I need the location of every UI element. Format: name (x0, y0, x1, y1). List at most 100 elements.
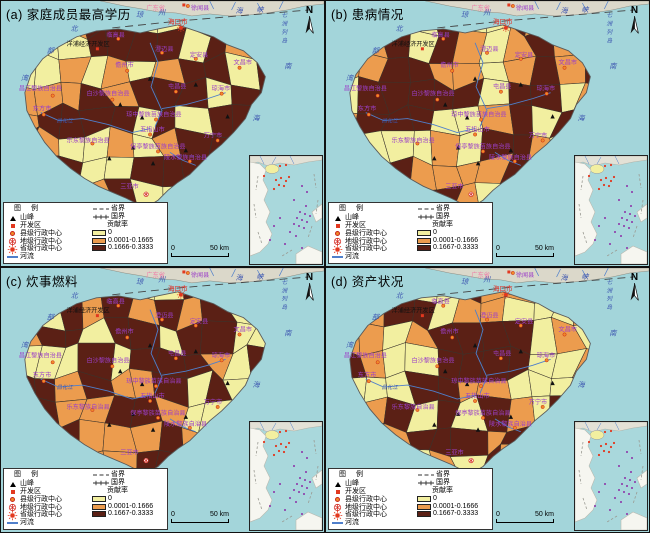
svg-text:部: 部 (372, 46, 381, 55)
svg-text:澄迈县: 澄迈县 (155, 45, 173, 53)
svg-text:湾: 湾 (346, 340, 355, 349)
svg-text:琼: 琼 (136, 277, 145, 286)
city-markers (41, 270, 242, 464)
svg-text:琼海市: 琼海市 (212, 351, 230, 359)
svg-text:临高县: 临高县 (431, 298, 449, 306)
legend-label: 地级行政中心 (345, 237, 387, 245)
scale-distance-label: 50 km (534, 245, 554, 252)
svg-text:琼中黎族苗族自治县: 琼中黎族苗族自治县 (126, 377, 181, 385)
svg-text:陵水黎族自治县: 陵水黎族自治县 (164, 420, 207, 428)
legend-item-province-boundary: 省界 (92, 205, 165, 213)
legend-class-2: 0.1667-0.3333 (92, 510, 165, 518)
svg-text:徐闻县: 徐闻县 (191, 4, 209, 12)
national-boundary-icon (417, 214, 434, 220)
legend-item-river: 河流 (7, 519, 92, 527)
province-boundary-icon (92, 208, 109, 210)
svg-text:琼海市: 琼海市 (212, 85, 230, 93)
legend-label: 县级行政中心 (20, 229, 62, 237)
svg-text:七: 七 (606, 279, 613, 286)
legend-label: 0.1667-0.3333 (108, 510, 154, 518)
legend-label: 0.1666-0.3333 (108, 244, 154, 252)
svg-text:五指山市: 五指山市 (140, 392, 165, 400)
scale-line (171, 253, 229, 257)
scale-distance-label: 50 km (534, 511, 554, 518)
legend-item-peak: 山峰 (332, 480, 417, 488)
mainland-strip (100, 268, 324, 284)
peak-icon (9, 215, 16, 221)
svg-text:洲: 洲 (281, 287, 288, 294)
svg-text:万宁市: 万宁市 (204, 131, 222, 139)
svg-text:广东省: 广东省 (146, 3, 166, 12)
scale-zero-label: 0 (171, 511, 175, 518)
legend-class-1: 0.0001-0.1666 (92, 503, 165, 511)
legend-item-river: 河流 (332, 519, 417, 527)
svg-text:列: 列 (281, 29, 288, 36)
svg-text:乐东黎族自治县: 乐东黎族自治县 (392, 136, 435, 144)
south-china-sea-inset-map (249, 155, 323, 265)
class2-swatch (417, 245, 431, 252)
legend-class-2: 0.1667-0.3333 (417, 510, 490, 518)
mainland-strip (425, 268, 649, 284)
legend-item-province-boundary: 省界 (417, 471, 490, 479)
svg-text:海: 海 (236, 6, 245, 15)
svg-text:白沙黎族自治县: 白沙黎族自治县 (86, 356, 129, 364)
svg-text:白沙黎族自治县: 白沙黎族自治县 (411, 90, 454, 98)
legend-label: 开发区 (20, 222, 41, 230)
svg-text:乐东黎族自治县: 乐东黎族自治县 (67, 136, 110, 144)
panel-title: (b) 患病情况 (331, 8, 404, 22)
svg-text:临高县: 临高县 (431, 31, 449, 39)
svg-text:七: 七 (281, 279, 288, 286)
svg-text:洲: 洲 (606, 287, 613, 294)
svg-text:湾: 湾 (21, 74, 30, 83)
legend-class-1: 0.0001-0.1665 (92, 237, 165, 245)
svg-text:定安县: 定安县 (515, 51, 533, 59)
svg-text:陵水黎族自治县: 陵水黎族自治县 (489, 153, 532, 161)
legend-item-peak: 山峰 (332, 214, 417, 222)
hainan-map-2: 广东省 徐闻县琼州海峡海口市临高县洋浦经济开发区澄迈县定安县文昌市儋州市屯昌县 琼海… (1, 268, 324, 532)
south-china-sea-inset-map (574, 421, 648, 531)
svg-text:岛: 岛 (606, 304, 612, 311)
svg-text:峡: 峡 (581, 5, 589, 14)
svg-text:琼中黎族苗族自治县: 琼中黎族苗族自治县 (126, 111, 181, 119)
svg-text:临高县: 临高县 (106, 298, 124, 306)
svg-text:定安县: 定安县 (515, 318, 533, 326)
scale-zero-label: 0 (171, 245, 175, 252)
north-indicator: N (304, 6, 315, 35)
svg-text:三亚市: 三亚市 (445, 449, 463, 457)
legend-item-county-center: 县级行政中心 (7, 230, 92, 238)
svg-text:岛: 岛 (281, 37, 287, 44)
svg-text:保亭黎族苗族自治县: 保亭黎族苗族自治县 (455, 409, 510, 417)
svg-text:保亭黎族苗族自治县: 保亭黎族苗族自治县 (130, 409, 185, 417)
legend-item-county-center: 县级行政中心 (7, 496, 92, 504)
legend-item-national-boundary: 国界 (92, 213, 165, 221)
city-markers (366, 270, 567, 464)
legend-label: 0.0001-0.1666 (433, 236, 479, 244)
legend-class-0: 0 (417, 229, 490, 237)
svg-text:白沙黎族自治县: 白沙黎族自治县 (411, 356, 454, 364)
svg-text:昌化江: 昌化江 (382, 384, 399, 391)
svg-text:屯昌县: 屯昌县 (493, 83, 511, 91)
svg-text:部: 部 (47, 46, 56, 55)
legend-item-peak: 山峰 (7, 480, 92, 488)
svg-text:海口市: 海口市 (168, 17, 188, 26)
legend-label: 0.0001-0.1665 (108, 236, 154, 244)
svg-text:屯昌县: 屯昌县 (493, 349, 511, 357)
mountain-peaks (432, 76, 555, 166)
devzone-icon (10, 223, 15, 228)
legend-class-0: 0 (92, 495, 165, 503)
legend-class-0: 0 (417, 495, 490, 503)
svg-text:万宁市: 万宁市 (529, 398, 547, 406)
rate-header: 贡献率 (432, 220, 453, 228)
legend-item-devzone: 开发区 (332, 488, 417, 496)
legend-label: 开发区 (345, 488, 366, 496)
legend-label: 山峰 (345, 480, 359, 488)
legend-label: 开发区 (345, 222, 366, 230)
svg-text:澄迈县: 澄迈县 (480, 45, 498, 53)
svg-text:保亭黎族苗族自治县: 保亭黎族苗族自治县 (130, 142, 185, 150)
legend-label: 国界 (436, 479, 450, 487)
class0-swatch (92, 229, 106, 236)
legend-class-1: 0.0001-0.1666 (417, 237, 490, 245)
legend-label: 省界 (111, 471, 125, 479)
province-center-icon (7, 244, 18, 255)
legend-label: 国界 (436, 213, 450, 221)
